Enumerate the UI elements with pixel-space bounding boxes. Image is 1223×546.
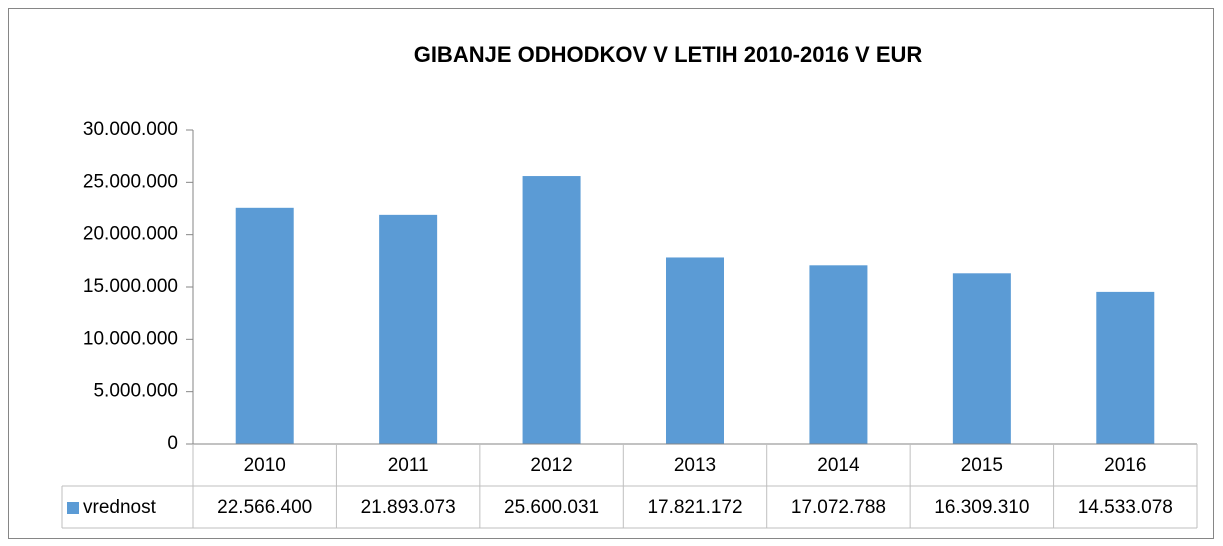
y-tick-label: 20.000.000 <box>83 224 178 245</box>
x-tick-label: 2016 <box>1104 455 1146 476</box>
y-tick-label: 30.000.000 <box>83 119 178 140</box>
y-tick-label: 10.000.000 <box>83 328 178 349</box>
bar <box>522 176 581 444</box>
bar <box>809 265 868 444</box>
y-tick-label: 0 <box>167 433 178 454</box>
data-table-value: 22.566.400 <box>217 497 312 518</box>
x-tick-label: 2015 <box>961 455 1003 476</box>
legend-key <box>67 502 79 514</box>
x-tick-label: 2013 <box>674 455 716 476</box>
bar <box>952 273 1011 444</box>
data-table-value: 25.600.031 <box>504 497 599 518</box>
bar <box>379 214 438 444</box>
x-tick-label: 2014 <box>817 455 860 476</box>
chart-border <box>8 8 1214 539</box>
data-table-value: 14.533.078 <box>1078 497 1173 518</box>
chart-title: GIBANJE ODHODKOV V LETIH 2010-2016 V EUR <box>414 42 923 67</box>
data-table-value: 16.309.310 <box>934 497 1029 518</box>
y-tick-label: 15.000.000 <box>83 276 178 297</box>
y-tick-label: 25.000.000 <box>83 171 178 192</box>
bar <box>666 257 724 444</box>
data-table-value: 17.821.172 <box>647 497 742 518</box>
x-tick-label: 2012 <box>530 455 572 476</box>
x-tick-label: 2011 <box>388 455 429 476</box>
bar <box>235 207 294 444</box>
data-table-value: 21.893.073 <box>361 497 456 518</box>
data-table-value: 17.072.788 <box>791 497 886 518</box>
y-tick-label: 5.000.000 <box>93 381 178 402</box>
bar <box>1096 291 1155 444</box>
legend-label: vrednost <box>83 497 157 518</box>
x-tick-label: 2010 <box>244 455 286 476</box>
